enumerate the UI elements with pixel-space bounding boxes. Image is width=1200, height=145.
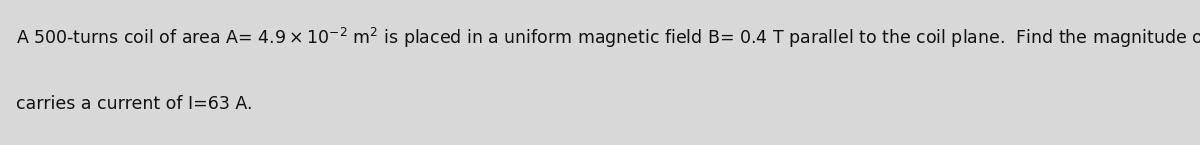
Text: A 500-turns coil of area A= $4.9\times10^{-2}$ m$^{2}$ is placed in a uniform ma: A 500-turns coil of area A= $4.9\times10…: [16, 26, 1200, 50]
Text: carries a current of I=63 A.: carries a current of I=63 A.: [16, 95, 252, 113]
